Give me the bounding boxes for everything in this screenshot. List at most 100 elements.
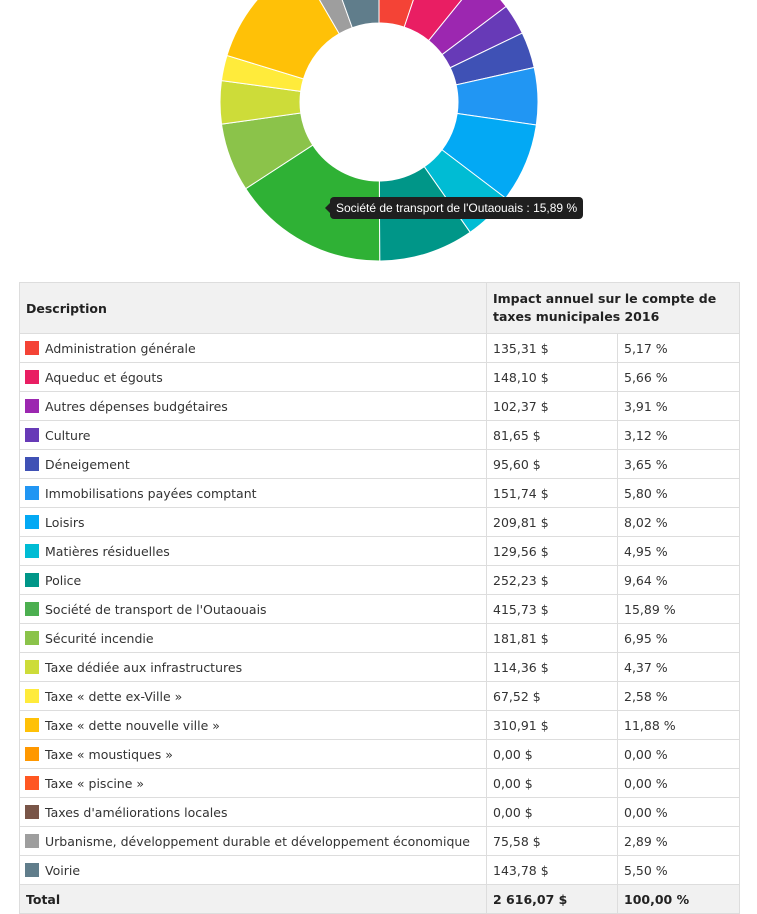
legend-swatch — [25, 746, 39, 761]
row-description: Police — [19, 565, 487, 595]
row-amount: 114,36 $ — [486, 652, 618, 682]
row-label: Immobilisations payées comptant — [45, 485, 257, 501]
table-row: Police 252,23 $9,64 % — [19, 565, 740, 595]
row-description: Voirie — [19, 855, 487, 885]
row-amount: 75,58 $ — [486, 826, 618, 856]
table-body: Administration générale 135,31 $5,17 % Aqu… — [19, 333, 740, 885]
table-row: Taxe « moustiques » 0,00 $0,00 % — [19, 739, 740, 769]
legend-swatch — [25, 514, 39, 529]
row-label: Voirie — [45, 862, 81, 878]
row-amount: 151,74 $ — [486, 478, 618, 508]
row-description: Loisirs — [19, 507, 487, 537]
total-percent: 100,00 % — [617, 884, 740, 914]
row-label: Taxes d'améliorations locales — [45, 804, 228, 820]
row-amount: 81,65 $ — [486, 420, 618, 450]
row-percent: 0,00 % — [617, 739, 740, 769]
row-description: Taxe « dette nouvelle ville » — [19, 710, 487, 740]
row-percent: 15,89 % — [617, 594, 740, 624]
table-row: Administration générale 135,31 $5,17 % — [19, 333, 740, 363]
row-label: Matières résiduelles — [45, 543, 170, 559]
row-percent: 5,17 % — [617, 333, 740, 363]
row-percent: 5,50 % — [617, 855, 740, 885]
row-amount: 129,56 $ — [486, 536, 618, 566]
row-percent: 3,12 % — [617, 420, 740, 450]
row-amount: 148,10 $ — [486, 362, 618, 392]
row-amount: 67,52 $ — [486, 681, 618, 711]
legend-swatch — [25, 369, 39, 384]
donut-slice[interactable] — [226, 0, 340, 80]
row-description: Société de transport de l'Outaouais — [19, 594, 487, 624]
legend-swatch — [25, 630, 39, 645]
total-amount: 2 616,07 $ — [486, 884, 618, 914]
row-description: Sécurité incendie — [19, 623, 487, 653]
row-amount: 0,00 $ — [486, 768, 618, 798]
legend-swatch — [25, 804, 39, 819]
row-description: Taxe dédiée aux infrastructures — [19, 652, 487, 682]
row-label: Taxe dédiée aux infrastructures — [45, 659, 243, 675]
row-description: Taxes d'améliorations locales — [19, 797, 487, 827]
table-row: Taxe dédiée aux infrastructures 114,36 $4… — [19, 652, 740, 682]
donut-slice[interactable] — [403, 0, 479, 42]
row-description: Taxe « dette ex-Ville » — [19, 681, 487, 711]
legend-swatch — [25, 485, 39, 500]
row-amount: 143,78 $ — [486, 855, 618, 885]
row-amount: 415,73 $ — [486, 594, 618, 624]
row-percent: 3,91 % — [617, 391, 740, 421]
legend-swatch — [25, 717, 39, 732]
total-label: Total — [19, 884, 487, 914]
budget-table: Description Impact annuel sur le compte … — [19, 282, 740, 914]
table-total-row: Total 2 616,07 $ 100,00 % — [19, 884, 740, 914]
legend-swatch — [25, 775, 39, 790]
legend-swatch — [25, 572, 39, 587]
row-label: Administration générale — [45, 340, 196, 356]
row-label: Autres dépenses budgétaires — [45, 398, 228, 414]
row-percent: 0,00 % — [617, 768, 740, 798]
row-label: Société de transport de l'Outaouais — [45, 601, 267, 617]
row-amount: 95,60 $ — [486, 449, 618, 479]
row-amount: 209,81 $ — [486, 507, 618, 537]
row-percent: 3,65 % — [617, 449, 740, 479]
row-percent: 5,80 % — [617, 478, 740, 508]
donut-chart-area: Société de transport de l'Outaouais : 15… — [0, 0, 757, 270]
row-label: Culture — [45, 427, 91, 443]
table-row: Matières résiduelles 129,56 $4,95 % — [19, 536, 740, 566]
donut-slice[interactable] — [325, 0, 380, 29]
table-row: Sécurité incendie 181,81 $6,95 % — [19, 623, 740, 653]
row-label: Aqueduc et égouts — [45, 369, 163, 385]
row-description: Autres dépenses budgétaires — [19, 391, 487, 421]
legend-swatch — [25, 601, 39, 616]
legend-swatch — [25, 833, 39, 848]
table-row: Aqueduc et égouts 148,10 $5,66 % — [19, 362, 740, 392]
table-row: Immobilisations payées comptant 151,74 $5… — [19, 478, 740, 508]
column-header-impact: Impact annuel sur le compte de taxes mun… — [486, 282, 740, 334]
table-row: Autres dépenses budgétaires 102,37 $3,91 … — [19, 391, 740, 421]
row-label: Déneigement — [45, 456, 130, 472]
row-percent: 4,37 % — [617, 652, 740, 682]
table-row: Taxe « piscine » 0,00 $0,00 % — [19, 768, 740, 798]
row-label: Taxe « dette ex-Ville » — [45, 688, 183, 704]
row-label: Loisirs — [45, 514, 85, 530]
row-description: Déneigement — [19, 449, 487, 479]
row-amount: 135,31 $ — [486, 333, 618, 363]
row-label: Taxe « piscine » — [45, 775, 145, 791]
legend-swatch — [25, 659, 39, 674]
table-header-row: Description Impact annuel sur le compte … — [19, 282, 740, 334]
legend-swatch — [25, 340, 39, 355]
row-label: Taxe « moustiques » — [45, 746, 173, 762]
row-percent: 2,89 % — [617, 826, 740, 856]
legend-swatch — [25, 543, 39, 558]
table-row: Taxes d'améliorations locales 0,00 $0,00 … — [19, 797, 740, 827]
legend-swatch — [25, 456, 39, 471]
donut-slice[interactable] — [245, 144, 381, 262]
donut-slice[interactable] — [378, 0, 430, 28]
row-description: Aqueduc et égouts — [19, 362, 487, 392]
row-percent: 11,88 % — [617, 710, 740, 740]
row-percent: 8,02 % — [617, 507, 740, 537]
table-row: Urbanisme, développement durable et déve… — [19, 826, 740, 856]
row-percent: 6,95 % — [617, 623, 740, 653]
row-description: Taxe « piscine » — [19, 768, 487, 798]
row-description: Culture — [19, 420, 487, 450]
row-description: Immobilisations payées comptant — [19, 478, 487, 508]
row-description: Taxe « moustiques » — [19, 739, 487, 769]
row-amount: 252,23 $ — [486, 565, 618, 595]
